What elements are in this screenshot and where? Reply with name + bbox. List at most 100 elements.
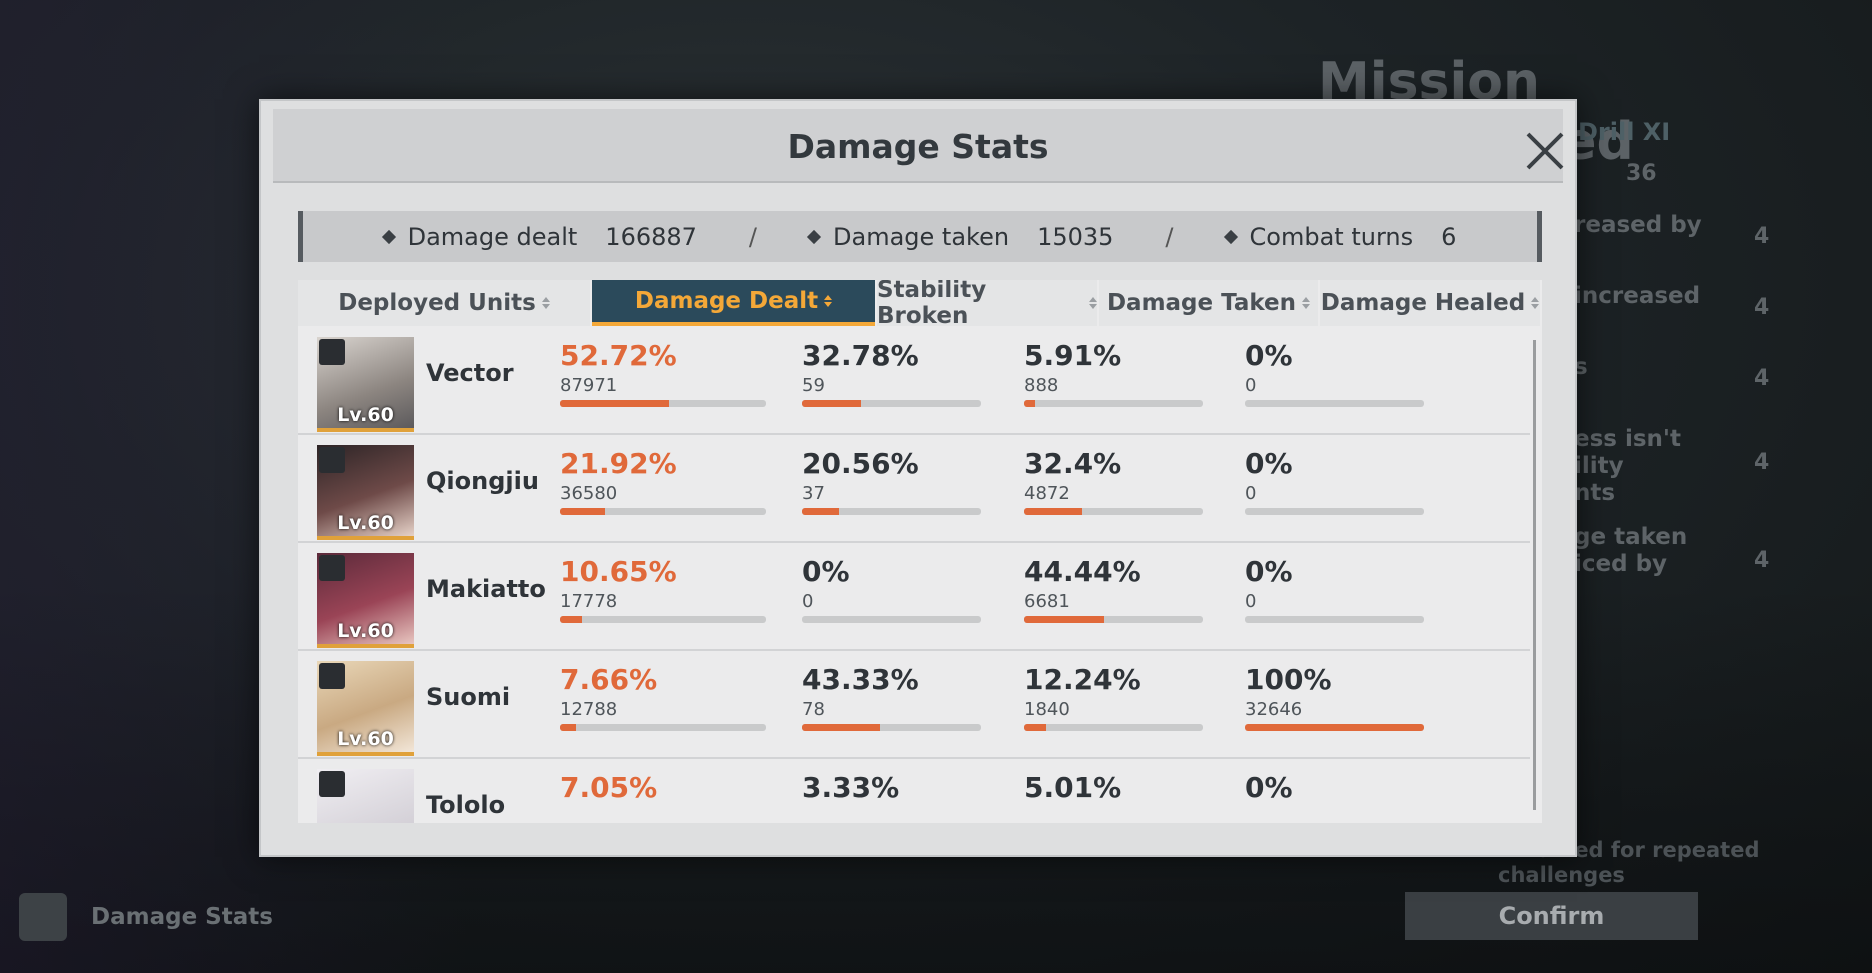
unit-row: Lv.60 Makiatto 10.65% 17778 0% 0 44.44% 6681 0% 0 — [298, 543, 1530, 651]
stat-bar — [802, 724, 880, 731]
stat-amount: 4872 — [1024, 483, 1070, 504]
summary-label: Damage dealt — [407, 222, 578, 251]
scrollbar — [1533, 340, 1536, 810]
stat-amount: 6681 — [1024, 591, 1070, 612]
column-header[interactable]: Deployed Units — [298, 280, 590, 326]
column-header[interactable]: Damage Taken — [1099, 280, 1318, 326]
sort-arrows — [1302, 297, 1311, 309]
effect-value: 4 — [1754, 295, 1770, 320]
unit-level: Lv.60 — [337, 512, 394, 534]
stat-percent: 43.33% — [802, 663, 919, 696]
stat-percent: 32.78% — [802, 339, 919, 372]
sort-arrows — [1089, 297, 1097, 309]
stat-percent: 32.4% — [1024, 447, 1122, 480]
effect-text: s — [1574, 354, 1588, 381]
effect-line: ility — [1574, 453, 1624, 479]
footer-stats-button[interactable]: Damage Stats — [19, 893, 273, 941]
mission-count: 36 — [1626, 161, 1657, 186]
stat-bar-track — [560, 724, 766, 731]
unit-avatar: Lv.60 — [317, 553, 414, 648]
stat-bar — [1245, 724, 1424, 731]
unit-name: Vector — [426, 359, 514, 387]
effect-line: iced by — [1574, 551, 1668, 577]
stat-amount: 37 — [802, 483, 825, 504]
stat-percent: 5.01% — [1024, 771, 1122, 804]
stat-bar-track — [1024, 400, 1203, 407]
unit-avatar: Lv.60 — [317, 445, 414, 540]
effect-text: reased by — [1574, 212, 1702, 239]
dialog-title: Damage Stats — [787, 127, 1049, 166]
stat-amount: 78 — [802, 699, 825, 720]
stats-table: Deployed Units Damage Dealt Stability Brok… — [298, 280, 1542, 823]
confirm-button[interactable]: Confirm — [1405, 892, 1698, 940]
mission-subtitle: Drill XI — [1578, 118, 1671, 146]
summary-value: 15035 — [1037, 222, 1114, 251]
stat-bar-track — [1024, 508, 1203, 515]
effect-value: 4 — [1754, 366, 1770, 391]
effect-text: ge taken iced by — [1574, 524, 1687, 578]
unit-row: Lv.60 Qiongjiu 21.92% 36580 20.56% 37 32.4% 487… — [298, 435, 1530, 543]
stat-bar — [1024, 508, 1082, 515]
close-button[interactable] — [1525, 131, 1565, 171]
arrow-down — [541, 304, 550, 309]
column-label: Damage Dealt — [634, 288, 819, 314]
stat-bar — [560, 400, 669, 407]
stat-percent: 0% — [802, 555, 850, 588]
unit-level: Lv.60 — [337, 404, 394, 426]
stat-percent: 100% — [1245, 663, 1332, 696]
unit-avatar: Lv.60 — [317, 661, 414, 756]
summary-value: 166887 — [605, 222, 697, 251]
stat-percent: 52.72% — [560, 339, 677, 372]
effect-line: reased by — [1574, 212, 1702, 238]
effect-value: 4 — [1754, 224, 1770, 249]
unit-name: Makiatto — [426, 575, 546, 603]
summary-item: Damage dealt 166887 — [381, 222, 697, 251]
stat-bar — [560, 508, 606, 515]
stat-percent: 10.65% — [560, 555, 677, 588]
effect-text: ess isn't ility nts — [1574, 426, 1681, 507]
unit-name: Tololo — [426, 791, 506, 819]
stat-bar-track — [802, 616, 981, 623]
diamond — [381, 229, 396, 244]
unit-row: Tololo 7.05% 3.33% 5.01% 0% — [298, 759, 1530, 823]
summary-label: Combat turns — [1249, 222, 1414, 251]
summary-value: 6 — [1441, 222, 1457, 251]
effect-line: increased — [1574, 283, 1701, 309]
stat-bar-track — [1245, 616, 1424, 623]
column-label: Damage Healed — [1320, 290, 1526, 316]
stat-bar-track — [560, 400, 766, 407]
stat-amount: 1840 — [1024, 699, 1070, 720]
column-label: Damage Taken — [1106, 290, 1297, 316]
stat-percent: 20.56% — [802, 447, 919, 480]
arrow-up — [824, 295, 833, 300]
stat-bar — [802, 400, 861, 407]
class-icon — [319, 555, 345, 581]
stat-percent: 0% — [1245, 771, 1293, 804]
summary-label: Damage taken — [833, 222, 1010, 251]
stat-amount: 59 — [802, 375, 825, 396]
column-header[interactable]: Stability Broken — [877, 280, 1097, 329]
stat-percent: 0% — [1245, 555, 1293, 588]
effect-line: nts — [1574, 480, 1616, 506]
arrow-up — [1531, 297, 1540, 302]
unit-name: Suomi — [426, 683, 511, 711]
stat-percent: 44.44% — [1024, 555, 1141, 588]
stat-percent: 3.33% — [802, 771, 900, 804]
column-header[interactable]: Damage Healed — [1320, 280, 1540, 326]
effect-line: s — [1574, 354, 1588, 380]
arrow-down — [1531, 304, 1540, 309]
note-line: challenges — [1498, 863, 1625, 887]
dialog-header: Damage Stats — [273, 109, 1565, 183]
stat-bar-track — [1245, 724, 1424, 731]
stat-amount: 0 — [1245, 591, 1257, 612]
column-label: Stability Broken — [877, 280, 987, 329]
sort-arrows — [1531, 297, 1540, 309]
sort-arrows — [824, 295, 833, 307]
class-icon — [319, 771, 345, 797]
stat-bar-track — [802, 400, 981, 407]
stat-percent: 0% — [1245, 339, 1293, 372]
unit-avatar — [317, 769, 414, 823]
column-header[interactable]: Damage Dealt — [592, 280, 875, 326]
summary-separator: / — [1165, 222, 1174, 251]
